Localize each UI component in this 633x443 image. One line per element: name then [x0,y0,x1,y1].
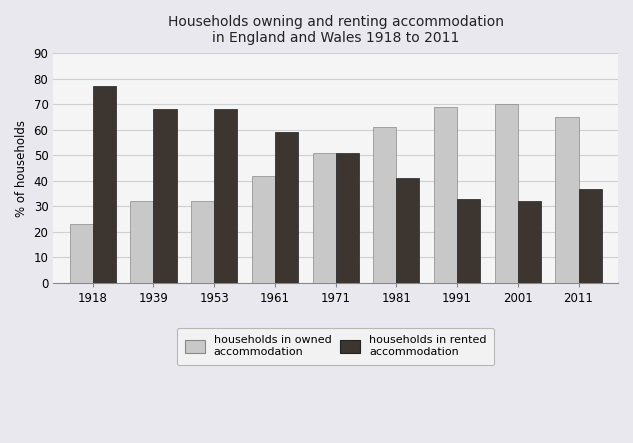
Bar [153,109,177,283]
Bar [313,153,335,283]
Y-axis label: % of households: % of households [15,120,28,217]
Bar [70,224,93,283]
Bar [434,107,457,283]
Bar [518,201,541,283]
Bar [555,117,579,283]
Bar [130,201,153,283]
Legend: households in owned
accommodation, households in rented
accommodation: households in owned accommodation, house… [177,328,494,365]
Bar [252,176,275,283]
Bar [495,105,518,283]
Bar [335,153,359,283]
Bar [457,199,480,283]
Bar [214,109,237,283]
Bar [93,86,116,283]
Title: Households owning and renting accommodation
in England and Wales 1918 to 2011: Households owning and renting accommodat… [168,15,504,45]
Bar [275,132,298,283]
Bar [373,127,396,283]
Bar [579,189,601,283]
Bar [191,201,214,283]
Bar [396,179,420,283]
